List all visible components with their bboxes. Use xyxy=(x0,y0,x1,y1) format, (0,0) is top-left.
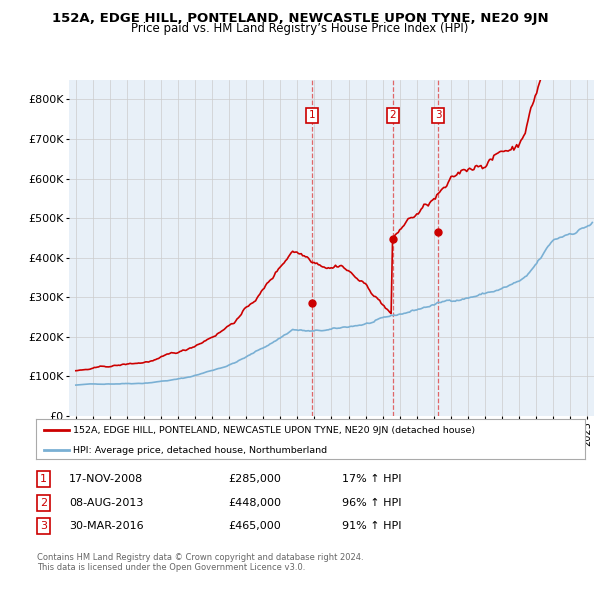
Text: 152A, EDGE HILL, PONTELAND, NEWCASTLE UPON TYNE, NE20 9JN (detached house): 152A, EDGE HILL, PONTELAND, NEWCASTLE UP… xyxy=(73,425,475,435)
Text: 1: 1 xyxy=(40,474,47,484)
Text: 3: 3 xyxy=(435,110,442,120)
Text: HPI: Average price, detached house, Northumberland: HPI: Average price, detached house, Nort… xyxy=(73,445,328,455)
Text: 2: 2 xyxy=(40,498,47,507)
Text: 17-NOV-2008: 17-NOV-2008 xyxy=(69,474,143,484)
Text: 2: 2 xyxy=(389,110,396,120)
Text: 17% ↑ HPI: 17% ↑ HPI xyxy=(342,474,401,484)
Text: 91% ↑ HPI: 91% ↑ HPI xyxy=(342,522,401,531)
Text: 3: 3 xyxy=(40,522,47,531)
Text: 1: 1 xyxy=(309,110,316,120)
Text: £465,000: £465,000 xyxy=(228,522,281,531)
Text: This data is licensed under the Open Government Licence v3.0.: This data is licensed under the Open Gov… xyxy=(37,563,305,572)
Text: 96% ↑ HPI: 96% ↑ HPI xyxy=(342,498,401,507)
Text: 08-AUG-2013: 08-AUG-2013 xyxy=(69,498,143,507)
Text: £285,000: £285,000 xyxy=(228,474,281,484)
Text: 30-MAR-2016: 30-MAR-2016 xyxy=(69,522,143,531)
Text: Price paid vs. HM Land Registry’s House Price Index (HPI): Price paid vs. HM Land Registry’s House … xyxy=(131,22,469,35)
Text: Contains HM Land Registry data © Crown copyright and database right 2024.: Contains HM Land Registry data © Crown c… xyxy=(37,553,364,562)
Text: £448,000: £448,000 xyxy=(228,498,281,507)
Text: 152A, EDGE HILL, PONTELAND, NEWCASTLE UPON TYNE, NE20 9JN: 152A, EDGE HILL, PONTELAND, NEWCASTLE UP… xyxy=(52,12,548,25)
